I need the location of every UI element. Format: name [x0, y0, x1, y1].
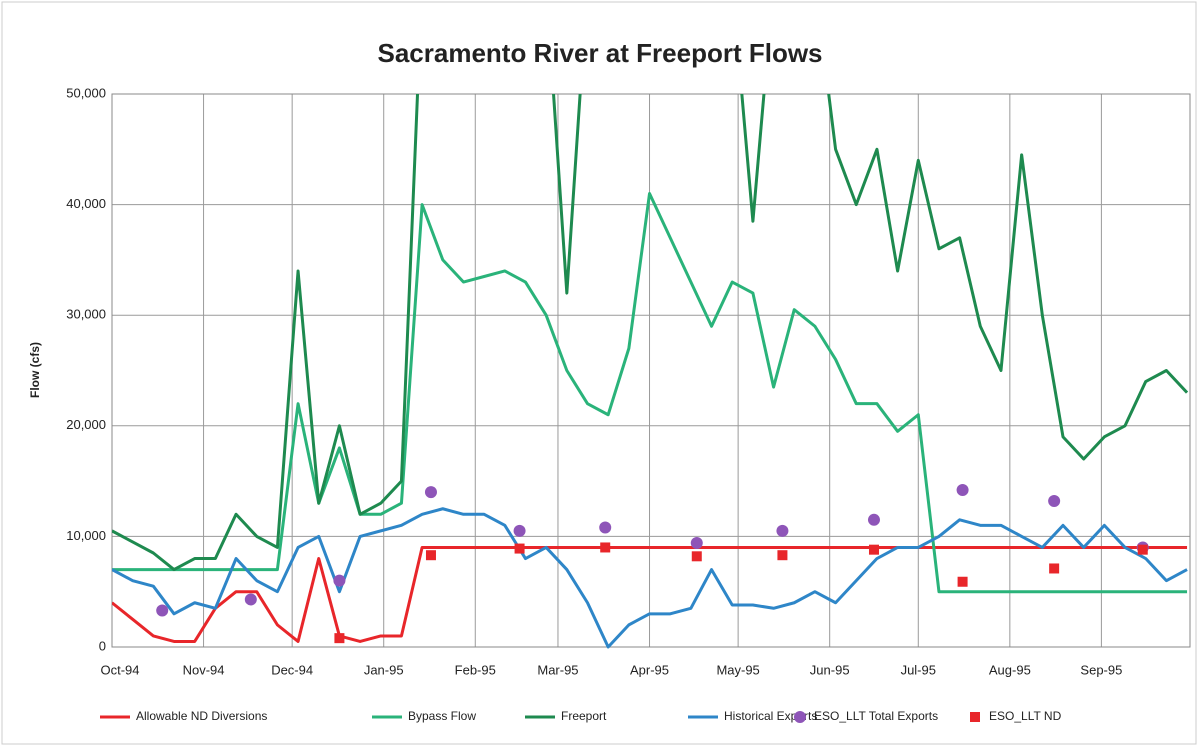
point: [868, 544, 879, 555]
point: [691, 551, 702, 562]
y-tick-label: 50,000: [66, 85, 106, 100]
point: [690, 537, 703, 550]
point: [424, 486, 437, 499]
y-tick-label: 40,000: [66, 196, 106, 211]
point: [334, 633, 345, 644]
x-tick-label: May-95: [716, 662, 759, 677]
point: [1049, 563, 1060, 574]
point: [333, 574, 346, 587]
legend-swatch: [794, 711, 806, 723]
chart-title: Sacramento River at Freeport Flows: [377, 38, 822, 68]
series-line: [112, 192, 1188, 594]
legend-label: ESO_LLT Total Exports: [814, 709, 938, 723]
y-tick-label: 10,000: [66, 528, 106, 543]
point: [776, 524, 789, 537]
series-line: [112, 545, 1188, 643]
x-tick-label: Sep-95: [1080, 662, 1122, 677]
x-tick-label: Jan-95: [364, 662, 404, 677]
point: [156, 604, 169, 617]
point: [600, 542, 611, 553]
series-line: [112, 507, 1188, 649]
x-tick-label: Jul-95: [901, 662, 936, 677]
legend-label: Historical Exports: [724, 709, 817, 723]
point: [777, 550, 788, 561]
point: [957, 576, 968, 587]
x-tick-label: Apr-95: [630, 662, 669, 677]
y-tick-label: 0: [99, 638, 106, 653]
x-tick-label: Mar-95: [537, 662, 578, 677]
legend-label: ESO_LLT ND: [989, 709, 1062, 723]
plot-area: [112, 94, 1189, 649]
y-tick-label: 20,000: [66, 417, 106, 432]
x-tick-label: Nov-94: [183, 662, 225, 677]
x-tick-label: Oct-94: [100, 662, 139, 677]
point: [513, 524, 526, 537]
x-tick-label: Aug-95: [989, 662, 1031, 677]
x-tick-label: Jun-95: [810, 662, 850, 677]
legend-swatch: [970, 712, 980, 722]
point: [599, 521, 612, 534]
point: [956, 483, 969, 496]
point: [244, 593, 257, 606]
x-tick-label: Dec-94: [271, 662, 313, 677]
plot-border: [111, 93, 1191, 648]
point: [425, 550, 436, 561]
y-axis-label: Flow (cfs): [28, 342, 42, 398]
point: [514, 543, 525, 554]
x-tick-label: Feb-95: [455, 662, 496, 677]
point: [867, 513, 880, 526]
legend-label: Freeport: [561, 709, 607, 723]
legend-label: Bypass Flow: [408, 709, 476, 723]
y-tick-label: 30,000: [66, 307, 106, 322]
series-line: [112, 94, 1189, 572]
legend-label: Allowable ND Diversions: [136, 709, 267, 723]
point: [1048, 495, 1061, 508]
point: [1137, 544, 1148, 555]
